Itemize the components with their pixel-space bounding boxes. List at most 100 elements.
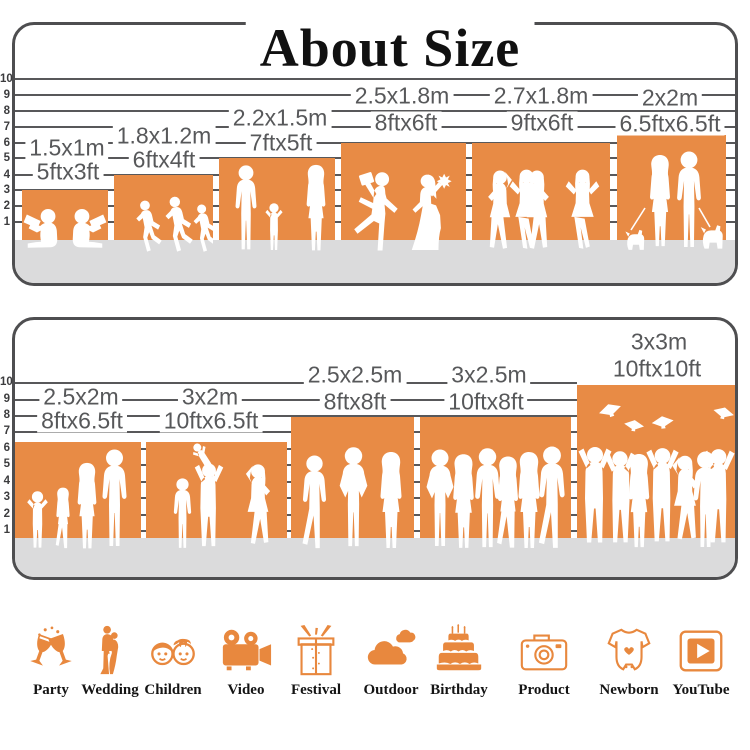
leash-line [697, 207, 711, 227]
ruler-number: 5 [3, 458, 10, 470]
newborn-onesie-icon [607, 628, 651, 671]
category-youtube: YouTube [659, 624, 743, 699]
size-chart-frame-bottom [12, 317, 738, 580]
gridline [15, 110, 735, 112]
silhouette-figure [622, 418, 645, 433]
ruler-number: 8 [3, 105, 10, 117]
category-label: Wedding [81, 682, 139, 698]
silhouette-figure [339, 447, 367, 547]
floor-strip [15, 240, 735, 283]
size-label-metric: 1.5x1m [25, 136, 109, 160]
backdrop-8ftx8ft [290, 417, 414, 549]
festival-gift-icon [297, 624, 335, 676]
category-newborn: Newborn [587, 624, 671, 699]
silhouette-figure [578, 447, 611, 543]
outdoor-cloud-icon [367, 629, 416, 665]
category-label: YouTube [672, 682, 730, 698]
category-label: Party [33, 682, 69, 698]
size-label-metric: 1.8x1.2m [112, 124, 216, 148]
silhouette-figure [518, 452, 540, 548]
size-label-metric: 3x2.5m [447, 363, 531, 387]
ruler-number: 3 [3, 184, 10, 196]
ruler-number: 1 [3, 215, 10, 228]
silhouette-figure [488, 170, 512, 249]
silhouette-figure [650, 414, 674, 430]
category-product: Product [502, 624, 586, 699]
backdrop-5ftx3ft [22, 190, 108, 248]
size-label-imperial: 6.5ftx6.5ft [615, 112, 725, 136]
size-label-imperial: 5ftx3ft [32, 160, 104, 184]
ruler-number: 9 [3, 89, 10, 101]
size-label-imperial: 7ftx5ft [245, 131, 317, 155]
gridline [15, 382, 577, 384]
silhouette-figure [235, 165, 256, 250]
gridline [15, 78, 735, 80]
ruler-number: 8 [3, 409, 10, 421]
birthday-cake-icon [436, 624, 482, 671]
size-label-imperial: 6ftx4ft [128, 148, 200, 172]
silhouette-figure [194, 463, 224, 547]
size-label-imperial: 8ftx6.5ft [37, 409, 127, 433]
category-label: Newborn [599, 682, 659, 698]
silhouette-figure [163, 194, 194, 252]
silhouette-figure [72, 208, 107, 248]
size-label-metric: 2.5x2m [39, 385, 123, 409]
silhouette-figure [264, 203, 283, 251]
youtube-play-icon [679, 630, 723, 672]
children-faces-icon [151, 638, 195, 666]
backdrop-9ftx6ft [472, 142, 610, 249]
ruler-number: 6 [3, 136, 10, 149]
category-outdoor: Outdoor [349, 624, 433, 699]
silhouette-figure [497, 456, 518, 548]
category-festival: Festival [274, 624, 358, 699]
silhouette-figure [475, 448, 500, 548]
silhouette-figure [565, 169, 600, 249]
size-label-imperial: 8ftx6ft [370, 111, 442, 135]
ruler-number: 2 [3, 507, 10, 520]
gridline [15, 398, 577, 401]
backdrop-10ftx6.5ft [146, 440, 287, 548]
ruler-number: 6 [3, 442, 10, 454]
backdrop-6.5ftx6.5ft [616, 134, 726, 250]
category-birthday: Birthday [417, 624, 501, 699]
gridline [15, 415, 577, 417]
silhouette-figure [23, 208, 58, 248]
silhouette-figure [302, 455, 326, 549]
size-label-metric: 2.7x1.8m [489, 84, 593, 108]
size-label-metric: 3x2m [177, 385, 243, 409]
floor-strip [15, 538, 735, 577]
silhouette-figure [245, 464, 271, 544]
size-label-metric: 2.5x2.5m [303, 363, 407, 387]
silhouette-figure [353, 171, 398, 251]
ruler-number: 5 [3, 152, 10, 164]
backdrop-10ftx8ft [420, 417, 571, 548]
silhouette-figure [676, 150, 701, 247]
size-label-metric: 2x2m [637, 86, 703, 110]
ruler-number: 10 [0, 376, 13, 388]
wedding-couple-icon [100, 625, 119, 675]
ruler-number: 1 [3, 524, 10, 536]
video-camera-icon [222, 629, 272, 671]
ruler-number: 3 [3, 491, 10, 503]
category-label: Birthday [430, 682, 488, 698]
ruler-number: 2 [3, 199, 10, 212]
category-label: Children [144, 682, 202, 698]
silhouette-figure [411, 173, 452, 250]
category-label: Outdoor [363, 682, 419, 698]
backdrop-8ftx6.5ft [15, 442, 141, 549]
category-label: Product [518, 682, 570, 698]
category-children: Children [131, 624, 215, 699]
backdrop-8ftx6ft [340, 142, 466, 251]
size-label-metric: 3x3m [626, 330, 692, 354]
silhouette-figure [624, 229, 644, 250]
silhouette-figure [306, 164, 325, 251]
ruler-number: 4 [3, 474, 10, 487]
ruler-number: 9 [3, 392, 10, 405]
silhouette-figure [628, 453, 649, 548]
category-party: Party [9, 624, 93, 699]
leash-line [629, 207, 646, 230]
silhouette-figure [55, 487, 70, 549]
silhouette-figure [77, 462, 97, 549]
silhouette-figure [453, 454, 474, 548]
ruler-number: 10 [0, 73, 13, 85]
